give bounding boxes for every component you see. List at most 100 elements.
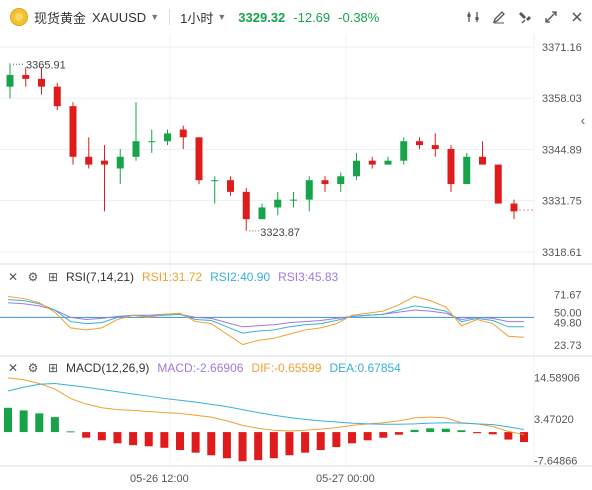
candle-body bbox=[400, 141, 408, 161]
macd-histogram-bar bbox=[144, 432, 153, 447]
interval-dropdown-icon[interactable]: ▼ bbox=[217, 12, 227, 22]
rsi1-line bbox=[7, 295, 525, 346]
collapse-panel-icon[interactable]: ‹ bbox=[580, 112, 586, 128]
layout-icon[interactable] bbox=[514, 6, 536, 28]
candle-body bbox=[384, 160, 392, 165]
candle-body bbox=[305, 180, 313, 200]
macd-histogram-bar bbox=[332, 432, 341, 448]
macd-histogram-bar bbox=[285, 432, 294, 456]
symbol-code[interactable]: XAUUSD bbox=[92, 9, 147, 25]
macd-tick-label: 3.47020 bbox=[534, 414, 574, 426]
price-tick-label: 3344.89 bbox=[542, 144, 582, 156]
candle-body bbox=[463, 156, 471, 185]
symbol-name-cn[interactable]: 现货黄金 bbox=[34, 10, 87, 26]
macd-tick-label: 14.58906 bbox=[534, 373, 580, 385]
macd-histogram-bar bbox=[238, 432, 247, 462]
price-axis: 3371.16 3358.03 3344.89 3331.75 3318.61 bbox=[542, 42, 582, 259]
candle-body bbox=[85, 156, 93, 165]
macd-value: MACD:-2.66906 bbox=[157, 361, 244, 375]
macd-histogram-bar bbox=[82, 432, 91, 438]
macd-histogram-bar bbox=[269, 432, 278, 459]
macd-panel: 14.58906 3.47020 -7.64866 bbox=[4, 373, 580, 468]
rsi2-value: RSI2:40.90 bbox=[210, 270, 271, 284]
candle-body bbox=[164, 133, 171, 142]
close-icon[interactable] bbox=[566, 6, 588, 28]
macd-histogram-bar bbox=[394, 432, 403, 435]
macd-histogram-bar bbox=[254, 432, 263, 461]
macd-histogram-bar bbox=[441, 428, 450, 433]
candle-body bbox=[53, 86, 61, 107]
time-tick-label: 05-27 00:00 bbox=[316, 473, 375, 485]
rsi-tick-label: 23.73 bbox=[554, 340, 582, 352]
candle-body bbox=[227, 180, 234, 192]
macd-histogram-bar bbox=[191, 432, 200, 453]
price-change: -12.69 bbox=[293, 9, 331, 25]
candle-body bbox=[494, 164, 502, 204]
macd-histogram-bar bbox=[35, 413, 44, 433]
chart-header: 现货黄金 XAUUSD ▼ 1小时 ▼ 3329.32 -12.69 -0.38… bbox=[0, 0, 592, 34]
candle-body bbox=[116, 156, 124, 169]
candle-body bbox=[242, 191, 250, 220]
candle-body bbox=[447, 149, 455, 185]
fullscreen-icon[interactable] bbox=[540, 6, 562, 28]
macd-histogram-bar bbox=[316, 432, 325, 451]
macd-histogram-bar bbox=[207, 432, 216, 456]
candle-body bbox=[195, 137, 203, 181]
hide-indicator-icon[interactable]: ✕ bbox=[7, 361, 19, 375]
candle-body bbox=[38, 78, 45, 87]
dea-line bbox=[7, 382, 525, 431]
candle-body bbox=[353, 160, 360, 177]
interval-selector[interactable]: 1小时 bbox=[180, 10, 214, 26]
macd-histogram-bar bbox=[50, 417, 59, 433]
add-indicator-icon[interactable]: ⊞ bbox=[47, 270, 59, 284]
rsi3-line bbox=[7, 302, 524, 328]
candle-body bbox=[258, 207, 266, 220]
macd-histogram-bar bbox=[301, 432, 310, 453]
rsi-tick-label: 71.67 bbox=[554, 290, 582, 302]
macd-histogram-bar bbox=[410, 429, 419, 433]
candle-body bbox=[22, 74, 30, 79]
price-tick-label: 3371.16 bbox=[542, 42, 582, 54]
macd-histogram-bar bbox=[504, 432, 513, 440]
rsi-legend: ✕ ⚙ ⊞ RSI(7,14,21) RSI1:31.72 RSI2:40.90… bbox=[6, 268, 338, 286]
add-indicator-icon[interactable]: ⊞ bbox=[47, 361, 59, 375]
candle-body bbox=[101, 160, 108, 165]
macd-histogram-bar bbox=[129, 432, 138, 446]
candle-body bbox=[368, 160, 376, 165]
candle-body bbox=[510, 203, 518, 212]
indicator-icon[interactable] bbox=[462, 6, 484, 28]
macd-histogram-bar bbox=[160, 432, 169, 448]
dif-value: DIF:-0.65599 bbox=[251, 361, 322, 375]
candle-body bbox=[479, 156, 486, 165]
macd-histogram-bar bbox=[379, 432, 388, 438]
macd-histogram-bar bbox=[19, 410, 28, 433]
candle-body bbox=[337, 176, 345, 185]
settings-gear-icon[interactable]: ⚙ bbox=[27, 361, 39, 375]
hide-indicator-icon[interactable]: ✕ bbox=[7, 270, 19, 284]
candle-body bbox=[148, 141, 156, 143]
candle-body bbox=[211, 180, 219, 182]
macd-histogram-bar bbox=[222, 432, 231, 459]
price-tick-label: 3318.61 bbox=[542, 247, 582, 259]
macd-legend: ✕ ⚙ ⊞ MACD(12,26,9) MACD:-2.66906 DIF:-0… bbox=[6, 359, 409, 377]
rsi3-value: RSI3:45.83 bbox=[278, 270, 339, 284]
settings-gear-icon[interactable]: ⚙ bbox=[27, 270, 39, 284]
macd-histogram-bar bbox=[176, 432, 184, 451]
time-axis: 05-26 12:00 05-27 00:00 bbox=[130, 473, 375, 485]
candle-body bbox=[6, 74, 14, 87]
macd-histogram-bar bbox=[97, 432, 106, 441]
candle-body bbox=[416, 141, 423, 146]
candle-body bbox=[431, 145, 439, 149]
rsi-title: RSI(7,14,21) bbox=[66, 270, 135, 284]
draw-icon[interactable] bbox=[488, 6, 510, 28]
low-price-label: 3323.87 bbox=[260, 227, 300, 239]
macd-histogram-bar bbox=[473, 432, 482, 434]
price-change-percent: -0.38% bbox=[338, 9, 380, 25]
symbol-dropdown-icon[interactable]: ▼ bbox=[150, 12, 160, 22]
candle-body bbox=[179, 129, 187, 138]
high-price-label: 3365.91 bbox=[26, 59, 66, 71]
dea-value: DEA:0.67854 bbox=[329, 361, 401, 375]
macd-title: MACD(12,26,9) bbox=[66, 361, 150, 375]
